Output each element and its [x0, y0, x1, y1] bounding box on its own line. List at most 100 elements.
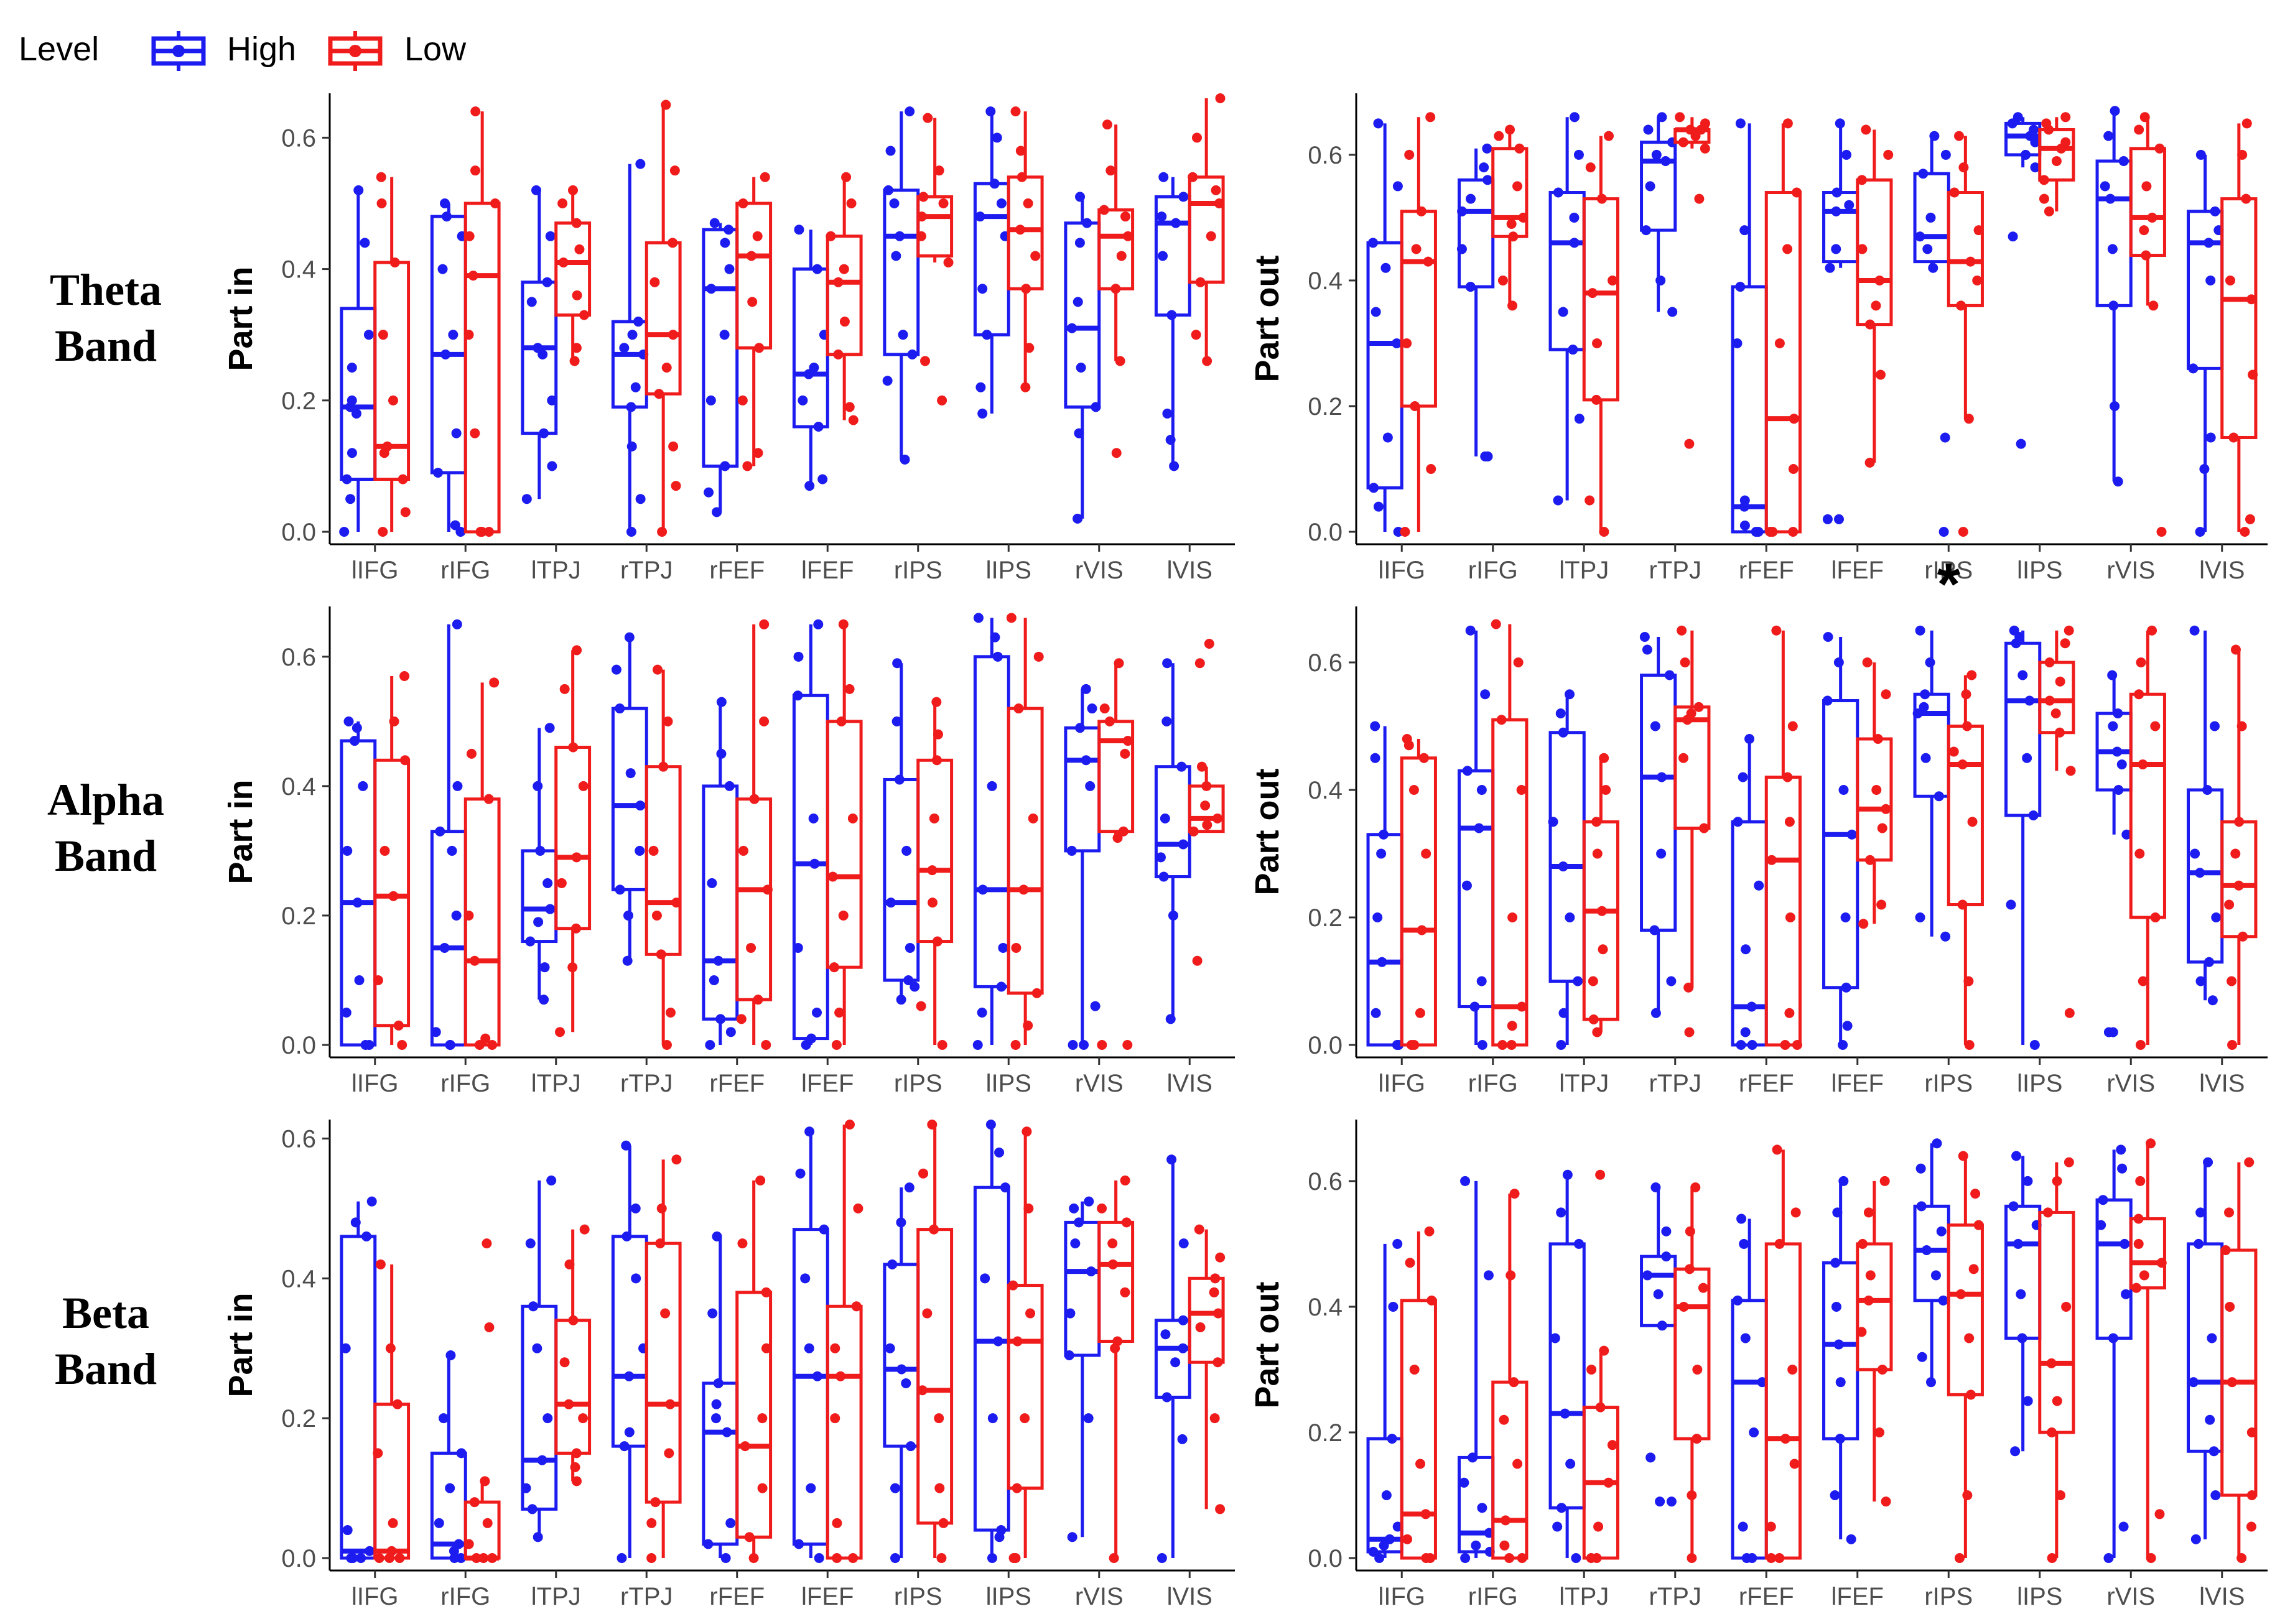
data-point	[1457, 206, 1468, 216]
box-low-rVIS	[2129, 625, 2166, 1050]
data-point	[533, 917, 544, 927]
box-iqr	[973, 1186, 1010, 1532]
box-low-rIFG	[1491, 124, 1529, 311]
data-point	[2110, 106, 2120, 116]
data-point	[1556, 1207, 1566, 1218]
data-point	[704, 487, 714, 498]
data-point	[1509, 1377, 1519, 1388]
data-point	[1081, 755, 1091, 766]
data-point	[1970, 1189, 1981, 1199]
data-point	[1033, 651, 1044, 662]
data-point	[1410, 401, 1420, 411]
data-point	[929, 813, 939, 824]
data-point	[656, 1203, 667, 1213]
data-point	[1643, 124, 1654, 135]
data-point	[442, 211, 452, 222]
data-point	[1107, 1238, 1118, 1249]
box-high-rTPJ	[1640, 1182, 1677, 1507]
data-point	[1871, 785, 1882, 795]
data-point	[1020, 1413, 1030, 1424]
data-point	[1690, 1182, 1701, 1193]
data-point	[853, 1203, 863, 1213]
data-point	[1381, 1490, 1392, 1500]
data-point	[1460, 1553, 1471, 1563]
data-point	[844, 684, 855, 694]
data-point	[1966, 1390, 1976, 1400]
x-tick-label: lFEF	[801, 557, 854, 584]
x-tick-label: lIFG	[351, 557, 399, 584]
data-point	[1915, 912, 1925, 922]
data-point	[709, 975, 719, 985]
box-low-rFEF	[735, 619, 773, 1050]
data-point	[1740, 1027, 1751, 1037]
data-point	[1168, 910, 1178, 921]
data-point	[531, 185, 542, 195]
data-point	[661, 100, 671, 110]
data-point	[1771, 625, 1782, 636]
data-point	[624, 1371, 635, 1381]
data-point	[1465, 625, 1476, 636]
data-point	[365, 1546, 375, 1556]
x-tick-label: rIPS	[1924, 1070, 1973, 1097]
data-point	[525, 1238, 536, 1249]
data-point	[2139, 112, 2150, 123]
data-point	[761, 1343, 771, 1353]
data-point	[1861, 124, 1871, 135]
data-point	[2022, 1396, 2033, 1406]
data-point	[1692, 1434, 1702, 1444]
data-point	[885, 146, 896, 156]
data-point	[539, 962, 550, 973]
data-point	[838, 910, 849, 921]
data-point	[2150, 721, 2161, 731]
data-point	[752, 231, 763, 241]
data-point	[1204, 639, 1214, 649]
box-low-rIFG	[463, 677, 501, 1050]
data-point	[484, 1322, 495, 1333]
data-point	[528, 1301, 539, 1312]
x-tick-label: lVIS	[2199, 557, 2245, 584]
data-point	[1733, 817, 1743, 827]
data-point	[1112, 833, 1123, 843]
data-point	[827, 871, 838, 882]
data-point	[578, 781, 589, 791]
data-point	[1086, 1266, 1096, 1277]
data-point	[1023, 1203, 1034, 1213]
box-high-rIFG	[1456, 143, 1495, 462]
data-point	[1592, 338, 1603, 348]
row-label-alpha-line1: Alpha	[47, 775, 164, 825]
data-point	[1963, 414, 1974, 424]
data-point	[571, 218, 582, 228]
data-point	[2121, 1289, 2131, 1299]
data-point	[747, 297, 758, 307]
data-point	[938, 198, 949, 208]
legend-title: Level	[19, 30, 99, 68]
box-iqr	[1822, 699, 1859, 990]
data-point	[713, 955, 724, 966]
data-point	[2030, 162, 2041, 173]
box-low-lVIS	[1188, 93, 1226, 366]
data-point	[892, 658, 903, 669]
data-point	[1788, 463, 1799, 474]
data-point	[1863, 1295, 1874, 1306]
box-iqr	[1548, 191, 1586, 351]
data-point	[724, 781, 735, 791]
box-low-lFEF	[826, 619, 863, 1050]
data-point	[378, 527, 388, 537]
data-point	[1833, 514, 1844, 524]
data-point	[1651, 149, 1662, 160]
box-iqr	[2220, 197, 2258, 439]
data-point	[1194, 658, 1205, 669]
data-point	[358, 781, 368, 791]
data-point	[1844, 200, 1855, 210]
data-point	[1739, 495, 1750, 506]
x-tick-label: lVIS	[1167, 557, 1212, 584]
box-low-lTPJ	[1582, 131, 1619, 537]
box-low-lVIS	[1188, 639, 1225, 966]
data-point	[798, 395, 808, 406]
box-high-lTPJ	[1548, 112, 1586, 506]
box-high-rTPJ	[1639, 632, 1677, 1018]
data-point	[987, 781, 997, 791]
row-label-beta-line1: Beta	[62, 1288, 149, 1338]
box-low-rVIS	[2129, 112, 2167, 537]
